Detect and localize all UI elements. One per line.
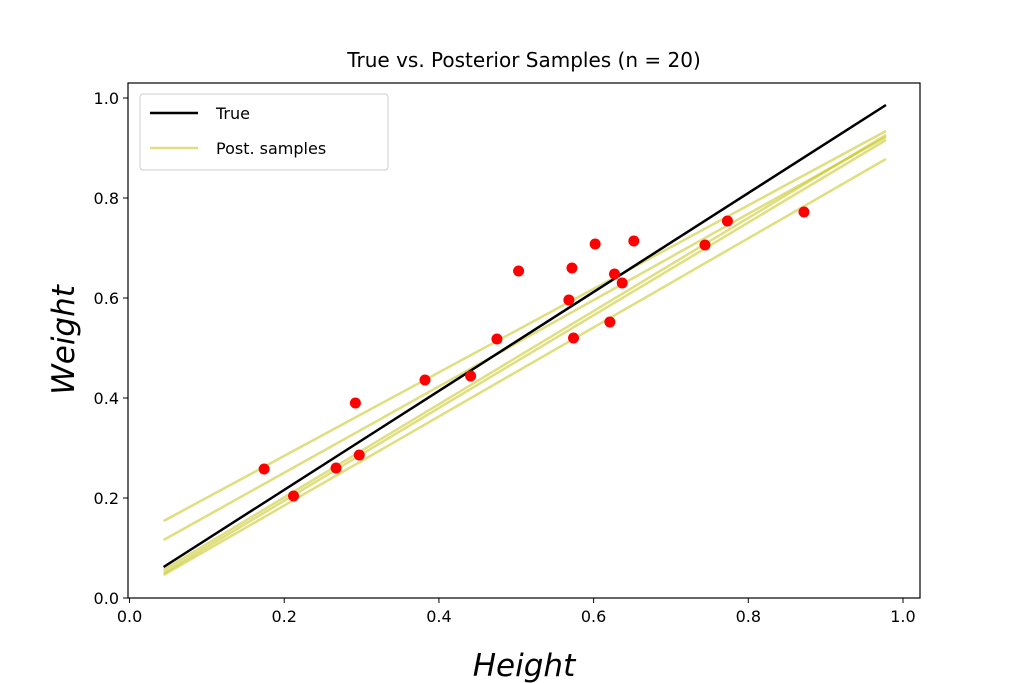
legend: True Post. samples [139, 93, 389, 171]
true-line [162, 103, 887, 569]
data-point [288, 490, 300, 502]
data-point [353, 449, 365, 461]
data-point [330, 462, 342, 474]
y-axis-label: Weight [46, 283, 82, 395]
data-point [798, 206, 810, 218]
y-axis: 0.0 0.2 0.4 0.6 0.8 1.0 [94, 89, 128, 608]
data-point [465, 370, 477, 382]
data-point [513, 265, 525, 277]
data-point [349, 397, 361, 409]
data-point [608, 268, 620, 280]
posterior-sample-line-5 [162, 157, 887, 577]
chart-title: True vs. Posterior Samples (n = 20) [346, 48, 701, 72]
y-tick-label: 0.2 [94, 489, 119, 508]
x-tick-label: 0.2 [272, 607, 297, 626]
x-tick-label: 0.8 [736, 607, 761, 626]
posterior-sample-line-2 [162, 135, 887, 542]
y-tick-label: 0.8 [94, 189, 119, 208]
posterior-sample-line-1 [162, 129, 887, 523]
axes-frame [127, 82, 921, 599]
x-axis: 0.0 0.2 0.4 0.6 0.8 1.0 [117, 598, 916, 626]
y-tick-label: 0.4 [94, 389, 119, 408]
data-point [563, 294, 575, 306]
data-point [491, 333, 503, 345]
x-tick-label: 1.0 [890, 607, 915, 626]
posterior-sample-line-3 [162, 133, 887, 572]
plot-area [162, 103, 887, 577]
posterior-sample-line-4 [162, 138, 887, 575]
legend-box [139, 93, 389, 171]
data-point [566, 262, 578, 274]
x-tick-label: 0.6 [581, 607, 606, 626]
data-point [628, 235, 640, 247]
x-tick-label: 0.4 [426, 607, 451, 626]
data-point [419, 374, 431, 386]
y-tick-label: 1.0 [94, 89, 119, 108]
data-point [589, 238, 601, 250]
data-point [616, 277, 628, 289]
y-tick-label: 0.6 [94, 289, 119, 308]
data-point [258, 463, 270, 475]
x-axis-label: Height [473, 648, 577, 683]
legend-true-label: True [215, 104, 250, 123]
data-point [568, 332, 579, 344]
y-tick-label: 0.0 [94, 589, 119, 608]
data-point [699, 239, 711, 251]
legend-samples-label: Post. samples [216, 139, 326, 158]
x-tick-label: 0.0 [117, 607, 142, 626]
data-point [604, 316, 616, 328]
data-point [721, 215, 733, 227]
